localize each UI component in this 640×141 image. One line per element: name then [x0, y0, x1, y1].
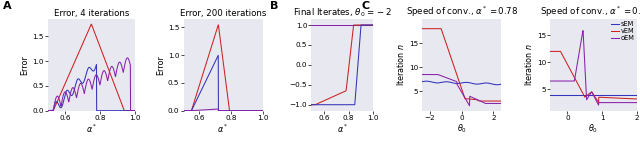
vEM	[575, 84, 582, 86]
vEM	[557, 51, 564, 52]
X-axis label: $\alpha^*$: $\alpha^*$	[86, 122, 97, 135]
vEM	[595, 102, 602, 103]
sEM	[633, 94, 640, 95]
vEM	[609, 97, 617, 99]
oEM	[547, 80, 554, 82]
Title: Error, 4 iterations: Error, 4 iterations	[54, 9, 129, 18]
X-axis label: $\alpha^*$: $\alpha^*$	[337, 122, 348, 135]
vEM	[580, 96, 588, 97]
Text: C: C	[362, 1, 370, 11]
oEM	[609, 102, 617, 103]
Text: B: B	[270, 1, 278, 11]
X-axis label: $\theta_0$: $\theta_0$	[588, 122, 598, 135]
oEM	[581, 61, 589, 63]
Text: A: A	[3, 1, 12, 11]
Title: Speed of conv., $\alpha^* = 0.9$: Speed of conv., $\alpha^* = 0.9$	[540, 5, 640, 19]
Y-axis label: Iteration $n$: Iteration $n$	[395, 43, 406, 86]
sEM	[580, 94, 588, 95]
vEM	[547, 50, 554, 52]
oEM	[610, 102, 618, 103]
Y-axis label: Iteration $n$: Iteration $n$	[523, 43, 534, 86]
X-axis label: $\theta_0$: $\theta_0$	[457, 122, 467, 135]
sEM	[609, 94, 616, 95]
vEM	[633, 98, 640, 100]
oEM	[557, 80, 564, 82]
sEM	[547, 94, 554, 95]
vEM	[601, 97, 609, 98]
oEM	[575, 57, 582, 58]
sEM	[609, 94, 617, 95]
X-axis label: $\alpha^*$: $\alpha^*$	[218, 122, 229, 135]
sEM	[575, 94, 582, 95]
vEM	[609, 97, 617, 99]
oEM	[595, 104, 602, 106]
sEM	[557, 94, 564, 95]
oEM	[633, 102, 640, 103]
oEM	[601, 102, 609, 103]
sEM	[601, 94, 609, 95]
Legend: sEM, vEM, oEM: sEM, vEM, oEM	[611, 20, 636, 42]
Title: Speed of conv., $\alpha^* = 0.78$: Speed of conv., $\alpha^* = 0.78$	[406, 5, 518, 19]
Line: oEM: oEM	[550, 31, 637, 105]
Line: vEM: vEM	[550, 51, 637, 103]
Y-axis label: Error: Error	[156, 55, 165, 75]
Title: Error, 200 iterations: Error, 200 iterations	[180, 9, 266, 18]
oEM	[579, 30, 587, 31]
Title: Final Iterates, $\theta_0 = -2$: Final Iterates, $\theta_0 = -2$	[293, 6, 392, 19]
Y-axis label: Error: Error	[20, 55, 29, 75]
